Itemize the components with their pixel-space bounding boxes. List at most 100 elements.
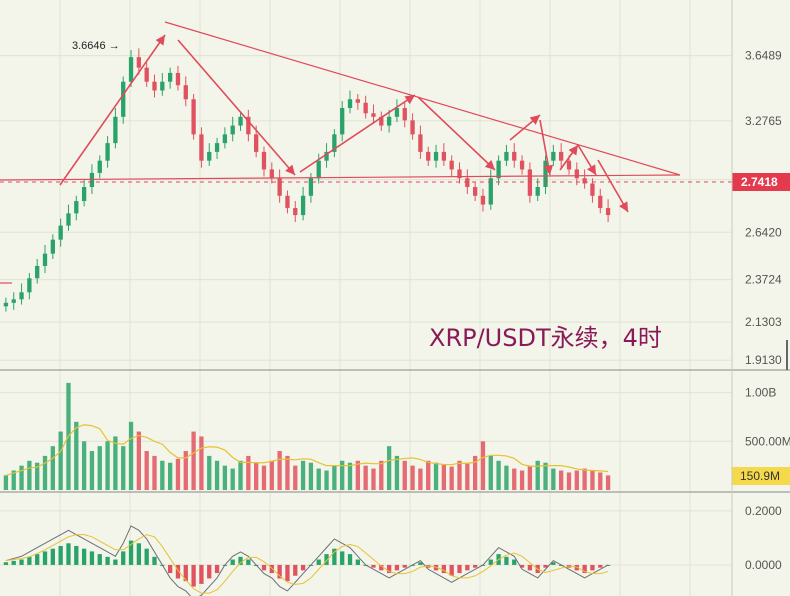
macd-bar: [285, 564, 290, 582]
macd-bar: [504, 556, 509, 565]
candle-body: [332, 134, 337, 152]
candle-body: [144, 67, 149, 82]
volume-bar: [504, 465, 509, 490]
macd-axis: 0.2000 0.0000: [745, 504, 782, 572]
candle-body: [590, 183, 595, 196]
macd-bar: [300, 564, 306, 571]
candle-body: [191, 99, 196, 135]
candle-body: [81, 187, 87, 202]
volume-bar: [121, 446, 126, 490]
macd-bar: [457, 564, 462, 574]
candle-body: [324, 151, 329, 161]
volume-bars: [3, 382, 611, 490]
candle-body: [480, 195, 486, 205]
volume-bar: [605, 475, 611, 490]
volume-bar: [144, 451, 149, 490]
candle-body: [113, 116, 118, 144]
candle-body: [527, 169, 533, 196]
candle-body: [160, 81, 165, 91]
candle-body: [441, 151, 447, 161]
candle-body: [11, 299, 16, 303]
volume-bar: [347, 462, 353, 490]
volume-bar: [269, 460, 274, 490]
candle-body: [418, 134, 423, 152]
candle-body: [574, 169, 579, 179]
macd-bar: [136, 543, 142, 565]
candle-body: [394, 108, 400, 117]
macd-bar: [543, 564, 548, 568]
volume-bar: [402, 460, 407, 490]
candle-body: [293, 208, 298, 216]
price-axis: 3.64893.27652.94222.64202.37242.13031.91…: [745, 49, 782, 368]
price-tick-label: 1.9130: [745, 353, 782, 367]
macd-bar: [269, 564, 274, 574]
volume-tick-label: 500.00M: [745, 434, 790, 448]
candle-body: [386, 116, 392, 126]
trend-annotations: [0, 21, 732, 284]
candle-body: [238, 116, 243, 126]
candle-body: [121, 81, 126, 117]
volume-bar: [97, 446, 102, 490]
volume-bar: [277, 451, 282, 490]
macd-bar: [324, 554, 329, 565]
macd-bar: [89, 551, 95, 565]
candle-body: [105, 143, 110, 161]
candle-body: [27, 278, 32, 293]
macd-bar: [144, 548, 149, 565]
last-volume-tag: 150.9M: [732, 467, 790, 485]
candle-body: [504, 151, 509, 161]
volume-axis: 1.00B 500.00M: [745, 386, 790, 449]
candle-body: [308, 178, 314, 196]
macd-histogram: [3, 525, 611, 596]
volume-bar: [519, 470, 525, 490]
macd-bar: [152, 556, 157, 565]
candle-body: [89, 172, 95, 187]
candle-body: [519, 160, 525, 170]
candle-body: [199, 134, 204, 161]
volume-bar: [167, 462, 173, 490]
candle-body: [66, 213, 71, 226]
volume-bar: [457, 460, 462, 490]
volume-bar: [152, 455, 157, 490]
candle-body: [512, 151, 517, 161]
high-price-marker: 3.6646 →: [72, 40, 120, 52]
last-price-box: [732, 173, 790, 191]
price-tick-label: 2.3724: [745, 273, 782, 287]
macd-bar: [207, 564, 212, 579]
candle-body: [340, 108, 345, 135]
macd-bar: [551, 562, 556, 565]
macd-bar: [519, 564, 525, 568]
volume-bar: [410, 465, 415, 490]
volume-bar: [590, 470, 595, 490]
candle-body: [559, 151, 564, 161]
volume-bar: [81, 441, 87, 490]
volume-bar: [285, 455, 290, 490]
candle-body: [167, 72, 173, 82]
volume-bar: [113, 436, 118, 490]
candle-body: [58, 225, 63, 240]
volume-bar: [254, 462, 259, 490]
volume-bar: [58, 431, 63, 490]
last-price-label: 2.7418: [741, 175, 778, 189]
volume-bar: [261, 465, 267, 490]
candle-body: [35, 265, 40, 279]
macd-bar: [598, 564, 603, 568]
trend-arrow: [577, 144, 597, 176]
macd-bar: [128, 540, 134, 565]
volume-bar: [136, 431, 142, 490]
volume-bar: [551, 468, 556, 490]
candle-body: [50, 239, 55, 254]
last-volume-label: 150.9M: [740, 469, 780, 483]
volume-bar: [300, 460, 306, 490]
volume-bar: [371, 468, 376, 490]
trendline: [0, 174, 681, 181]
volume-bar: [316, 468, 321, 490]
macd-bar: [191, 564, 196, 587]
macd-bar: [332, 548, 337, 565]
macd-bar: [81, 548, 87, 565]
volume-bar: [488, 455, 493, 490]
macd-bar: [11, 560, 16, 565]
volume-bar: [128, 421, 134, 490]
macd-bar: [238, 556, 243, 565]
trend-arrow: [597, 159, 629, 213]
